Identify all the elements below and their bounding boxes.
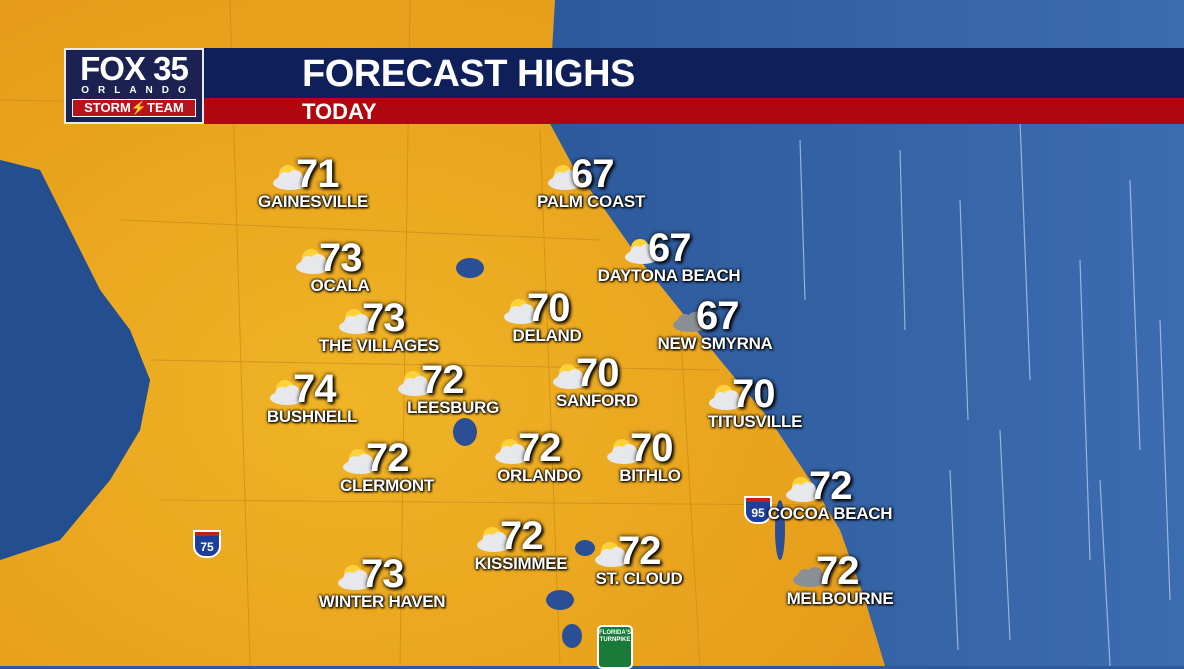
city-name: BITHLO: [619, 466, 681, 485]
temperature: 73: [362, 296, 405, 340]
city-name: DELAND: [512, 326, 582, 345]
partly-cloudy-icon: [270, 380, 304, 405]
city-name: BUSHNELL: [266, 407, 358, 426]
partly-cloudy-icon: [625, 239, 659, 264]
page-subtitle: TODAY: [302, 99, 377, 124]
city-name: THE VILLAGES: [318, 336, 440, 355]
city-name: MELBOURNE: [786, 589, 894, 608]
partly-cloudy-icon: [338, 565, 372, 590]
city-name: PALM COAST: [536, 192, 646, 211]
partly-cloudy-icon: [495, 439, 529, 464]
temperature: 72: [366, 436, 409, 480]
partly-cloudy-icon: [398, 371, 432, 396]
temperature: 67: [648, 226, 691, 270]
land: [0, 0, 885, 666]
temperature: 72: [421, 358, 464, 402]
logo-fox35: FOX 35: [80, 50, 189, 87]
temperature: 72: [518, 426, 561, 470]
logo-storm-team: STORM⚡TEAM: [72, 99, 196, 117]
partly-cloudy-icon: [339, 309, 373, 334]
city-name: SANFORD: [556, 391, 638, 410]
partly-cloudy-icon: [477, 527, 511, 552]
gulf: [0, 160, 150, 560]
wind-streaks: [799, 119, 1171, 666]
temperature: 70: [630, 426, 673, 470]
city-name: NEW SMYRNA: [657, 334, 773, 353]
header-banner: FOX 35 ORLANDO STORM⚡TEAM FORECAST HIGHS…: [64, 48, 1184, 124]
temperature: 74: [293, 367, 336, 411]
city-name: DAYTONA BEACH: [597, 266, 741, 285]
partly-cloudy-icon: [786, 477, 820, 502]
city-name: LEESBURG: [406, 398, 500, 417]
page-title: FORECAST HIGHS: [302, 53, 635, 95]
logo-orlando: ORLANDO: [81, 85, 195, 96]
temperature: 72: [500, 514, 543, 558]
temperature: 67: [696, 294, 739, 338]
city-name: TITUSVILLE: [707, 412, 803, 431]
temperature: 73: [319, 236, 362, 280]
partly-cloudy-icon: [296, 249, 330, 274]
partly-cloudy-icon: [273, 165, 307, 190]
city-name: ST. CLOUD: [595, 569, 683, 588]
fox35-logo: FOX 35 ORLANDO STORM⚡TEAM: [64, 48, 204, 124]
interstate-95-shield: 95: [744, 496, 772, 524]
city-name: CLERMONT: [340, 476, 434, 495]
cloudy-icon: [673, 312, 707, 332]
interstate-75-shield: 75: [193, 530, 221, 558]
city-name: COCOA BEACH: [767, 504, 893, 523]
partly-cloudy-icon: [504, 299, 538, 324]
partly-cloudy-icon: [553, 364, 587, 389]
city-name: ORLANDO: [497, 466, 581, 485]
cloudy-icon: [793, 567, 827, 587]
temperature: 73: [361, 552, 404, 596]
partly-cloudy-icon: [709, 385, 743, 410]
city-name: KISSIMMEE: [474, 554, 568, 573]
temperature: 71: [296, 152, 339, 196]
partly-cloudy-icon: [595, 542, 629, 567]
city-name: GAINESVILLE: [257, 192, 369, 211]
partly-cloudy-icon: [343, 449, 377, 474]
lakes: [453, 258, 785, 648]
city-name: WINTER HAVEN: [318, 592, 446, 611]
city-name: OCALA: [310, 276, 370, 295]
temperature: 72: [809, 464, 852, 508]
temperature: 70: [576, 351, 619, 395]
subtitle-bar: TODAY: [204, 98, 1184, 124]
title-bar: FORECAST HIGHS: [204, 48, 1184, 98]
temperature: 72: [618, 529, 661, 573]
partly-cloudy-icon: [548, 165, 582, 190]
temperature: 70: [732, 372, 775, 416]
florida-turnpike-sign: FLORIDA'S TURNPIKE: [597, 625, 633, 669]
temperature: 72: [816, 549, 859, 593]
temperature: 67: [571, 152, 614, 196]
temperature: 70: [527, 286, 570, 330]
partly-cloudy-icon: [607, 439, 641, 464]
